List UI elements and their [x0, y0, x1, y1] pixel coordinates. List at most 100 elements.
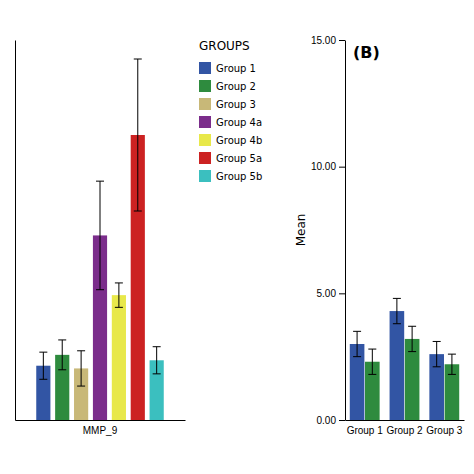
chart-root: MMP_9GROUPSGroup 1Group 2Group 3Group 4a… — [0, 0, 474, 474]
y-axis — [15, 41, 16, 421]
x-tick: Group 3 — [426, 425, 463, 436]
error-bar — [39, 352, 47, 379]
x-tick-label: Group 2 — [386, 425, 423, 436]
error-bar-stem — [396, 298, 397, 323]
error-bar — [153, 347, 161, 374]
error-bar-stem — [357, 331, 358, 356]
legend-item: Group 2 — [199, 80, 256, 92]
bar — [112, 295, 126, 420]
y-tick-mark — [339, 293, 345, 294]
legend-label: Group 5a — [216, 153, 262, 164]
error-bar-cap — [433, 341, 441, 342]
error-bar-cap — [58, 369, 66, 370]
legend-item: Group 4a — [199, 116, 262, 128]
error-bar — [448, 354, 456, 374]
y-tick: 5.00 — [317, 288, 345, 299]
error-bar-stem — [372, 349, 373, 374]
error-bar — [353, 331, 361, 356]
error-bar-stem — [62, 340, 63, 370]
y-tick: 0.00 — [317, 415, 345, 426]
x-axis: Group 1Group 2Group 3 — [346, 421, 465, 437]
legend: GROUPS Group 1 Group 2 Group 3 Group 4a Group… — [199, 39, 262, 182]
error-bar-stem — [43, 352, 44, 379]
legend-swatch — [199, 170, 211, 182]
error-bar-cap — [153, 346, 161, 347]
legend-swatch — [199, 134, 211, 146]
legend-swatch — [199, 80, 211, 92]
error-bar-cap — [353, 331, 361, 332]
y-tick: 15.00 — [311, 35, 345, 46]
chart-title: (B) — [353, 43, 380, 62]
error-bar — [134, 59, 142, 211]
x-tick-label: MMP_9 — [83, 425, 118, 436]
error-bar-stem — [412, 326, 413, 351]
legend-swatch — [199, 152, 211, 164]
x-axis-line — [346, 420, 465, 421]
error-bar-stem — [156, 347, 157, 374]
error-bar — [393, 298, 401, 323]
error-bar-cap — [393, 298, 401, 299]
legend-item: Group 3 — [199, 98, 256, 110]
chart-panel: Group 1Group 2Group 30.005.0010.0015.00M… — [294, 35, 465, 436]
x-axis-line — [16, 420, 186, 421]
error-bar-cap — [153, 373, 161, 374]
y-tick-label: 15.00 — [311, 35, 336, 46]
error-bar-cap — [368, 374, 376, 375]
legend-item: Group 4b — [199, 134, 262, 146]
legend-item: Group 5b — [199, 170, 262, 182]
bar — [390, 311, 405, 420]
error-bar-stem — [451, 354, 452, 374]
chart-panel: MMP_9 GROUPS Group 1 Group 2 Group 3 Group 4a… — [16, 39, 263, 436]
legend-label: Group 4a — [216, 117, 262, 128]
y-tick: 10.00 — [311, 161, 345, 172]
error-bar — [408, 326, 416, 351]
x-tick-label: Group 3 — [426, 425, 463, 436]
error-bar-cap — [393, 323, 401, 324]
error-bar-stem — [137, 59, 138, 211]
error-bar — [368, 349, 376, 374]
error-bar-cap — [96, 181, 104, 182]
plot-area — [350, 298, 459, 420]
y-axis: 0.00 5.00 10.00 15.00 — [311, 35, 346, 426]
error-bar-cap — [115, 282, 123, 283]
x-tick: Group 1 — [347, 425, 384, 436]
error-bar-cap — [448, 354, 456, 355]
x-tick-label: Group 1 — [347, 425, 384, 436]
error-bar-stem — [436, 341, 437, 366]
error-bar-cap — [77, 350, 85, 351]
legend-item: Group 1 — [199, 62, 256, 74]
error-bar-cap — [353, 356, 361, 357]
error-bar-stem — [118, 283, 119, 307]
x-tick: MMP_9 — [83, 425, 118, 436]
error-bar-cap — [58, 339, 66, 340]
legend-item: Group 5a — [199, 152, 262, 164]
y-axis-line — [15, 41, 16, 421]
y-tick-mark — [339, 167, 345, 168]
x-axis: MMP_9 — [16, 421, 186, 437]
legend-swatch — [199, 98, 211, 110]
y-tick-label: 5.00 — [317, 288, 337, 299]
error-bar-cap — [115, 307, 123, 308]
error-bar — [58, 340, 66, 370]
legend-label: Group 1 — [216, 63, 256, 74]
y-tick-mark — [339, 420, 345, 421]
y-tick-label: 10.00 — [311, 161, 336, 172]
legend-swatch — [199, 62, 211, 74]
error-bar-cap — [134, 211, 142, 212]
error-bar — [433, 341, 441, 366]
plot-area — [36, 59, 164, 420]
error-bar-cap — [448, 374, 456, 375]
legend-label: Group 2 — [216, 81, 256, 92]
error-bar-stem — [100, 181, 101, 290]
error-bar-stem — [81, 351, 82, 386]
error-bar — [115, 283, 123, 307]
error-bar-cap — [408, 326, 416, 327]
legend-title: GROUPS — [199, 39, 250, 53]
error-bar — [96, 181, 104, 290]
y-axis-line — [345, 41, 346, 421]
error-bar-cap — [408, 351, 416, 352]
error-bar-cap — [39, 379, 47, 380]
error-bar-cap — [39, 352, 47, 353]
y-axis-title: Mean — [294, 214, 308, 247]
x-tick: Group 2 — [386, 425, 423, 436]
